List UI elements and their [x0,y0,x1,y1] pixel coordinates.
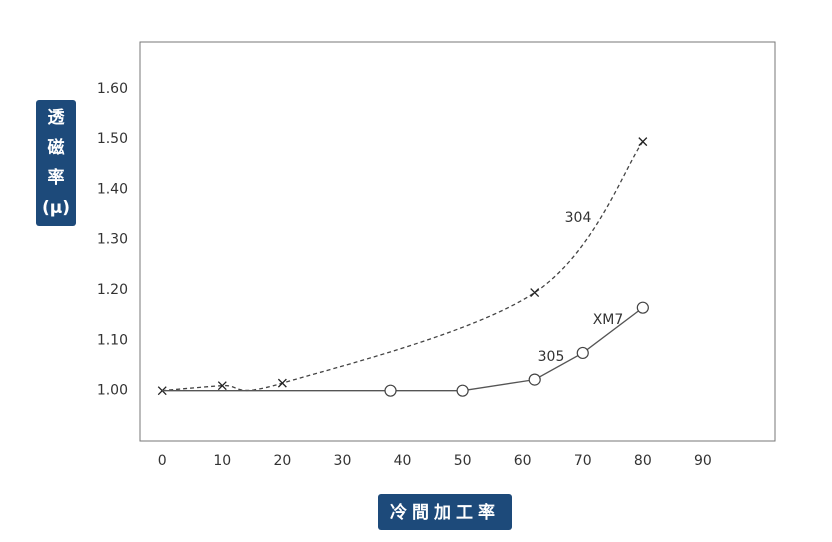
marker-x [277,378,287,388]
series-line [162,141,644,392]
x-tick-label: 60 [514,453,532,469]
x-label-box [378,494,512,530]
marker-circle [576,346,589,360]
y-axis-label: 磁 [48,137,65,158]
y-tick-label: 1.60 [97,81,128,97]
annotation: XM7 [593,312,624,328]
annotation: 305 [538,349,565,365]
y-tick-label: 1.30 [97,232,128,248]
y-axis-label: 率 [48,167,65,188]
marker-circle [456,384,469,397]
marker-x [638,137,648,147]
x-tick-label: 80 [634,453,652,469]
x-tick-label: 40 [394,453,412,469]
x-tick-label: 30 [334,453,352,469]
x-tick-label: 10 [213,453,231,469]
y-tick-label: 1.00 [97,383,128,399]
y-label-box [36,100,76,226]
x-tick-label: 50 [454,453,472,469]
marker-x [530,288,540,298]
series-line [162,307,644,392]
y-tick-label: 1.50 [97,131,128,147]
marker-x [217,381,227,391]
y-tick-label: 1.10 [97,332,128,348]
x-tick-label: 90 [694,453,712,469]
annotation: 304 [565,210,592,226]
plot-frame [139,41,776,442]
x-axis-label: 冷間加工率 [390,502,500,523]
y-tick-label: 1.20 [97,282,128,298]
y-axis-label: 透 [48,107,66,128]
x-tick-label: 0 [158,453,167,469]
marker-circle [528,373,541,386]
marker-circle [636,301,649,314]
x-tick-label: 20 [273,453,291,469]
marker-circle [384,384,397,397]
y-axis-label: (μ) [42,198,70,218]
y-tick-label: 1.40 [97,181,128,197]
x-tick-label: 70 [574,453,592,469]
